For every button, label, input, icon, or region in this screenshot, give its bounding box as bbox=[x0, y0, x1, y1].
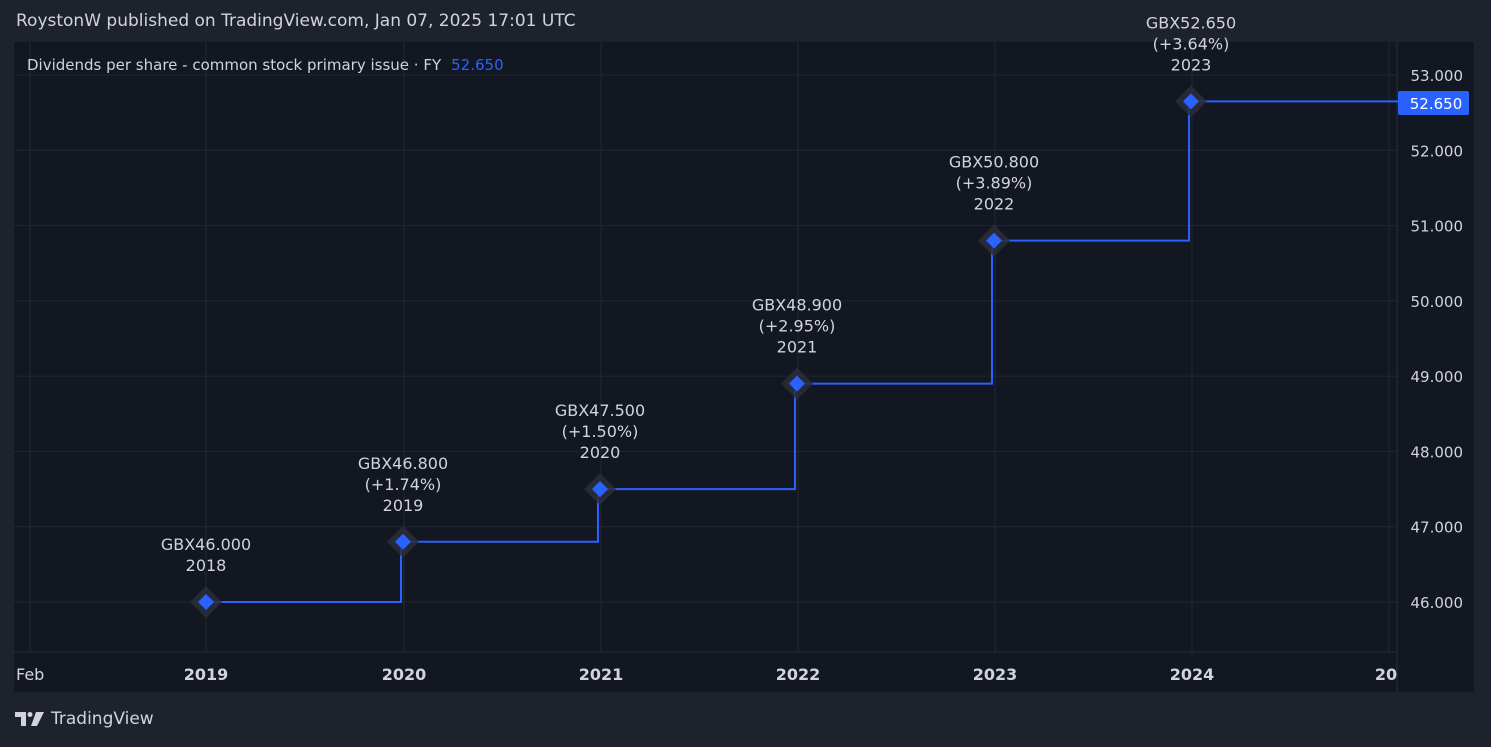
tradingview-branding[interactable]: TradingView bbox=[15, 709, 154, 729]
plot-area bbox=[14, 42, 1474, 692]
data-label-text: 2022 bbox=[974, 195, 1015, 214]
last-value-label: 52.650 bbox=[1398, 91, 1469, 115]
y-tick-label: 53.000 bbox=[1411, 67, 1464, 85]
x-tick-label: 20 bbox=[1375, 665, 1397, 684]
y-tick-label: 48.000 bbox=[1411, 443, 1464, 461]
legend: Dividends per share - common stock prima… bbox=[27, 56, 504, 74]
data-label-text: (+2.95%) bbox=[759, 317, 836, 336]
data-label-text: 2018 bbox=[186, 556, 227, 575]
publisher-line: RoystonW published on TradingView.com, J… bbox=[16, 11, 576, 31]
x-tick-label: 2022 bbox=[776, 665, 821, 684]
data-label-text: GBX47.500 bbox=[555, 401, 645, 420]
svg-text:52.650: 52.650 bbox=[1410, 95, 1463, 113]
data-point[interactable] bbox=[789, 375, 805, 392]
data-label-text: (+1.74%) bbox=[365, 475, 442, 494]
data-label-text: 2020 bbox=[580, 443, 621, 462]
data-point[interactable] bbox=[198, 594, 214, 610]
data-label-text: GBX48.900 bbox=[752, 296, 842, 315]
y-tick-label: 47.000 bbox=[1411, 519, 1464, 537]
tradingview-logo-icon bbox=[15, 710, 45, 728]
data-point[interactable] bbox=[1183, 93, 1199, 110]
data-label-text: (+3.64%) bbox=[1153, 34, 1230, 53]
x-tick-label: 2020 bbox=[382, 665, 427, 684]
data-label-text: GBX46.000 bbox=[161, 535, 251, 554]
data-label-text: (+1.50%) bbox=[562, 422, 639, 441]
y-tick-label: 49.000 bbox=[1411, 368, 1464, 386]
x-tick-label: 2019 bbox=[184, 665, 229, 684]
data-label-text: GBX46.800 bbox=[358, 454, 448, 473]
data-label-text: 2019 bbox=[383, 496, 424, 515]
x-axis[interactable]: Feb 2019 2020 2021 2022 2023 2024 20 bbox=[16, 665, 1397, 684]
data-label-text: (+3.89%) bbox=[956, 174, 1033, 193]
legend-title: Dividends per share - common stock prima… bbox=[27, 56, 442, 74]
y-tick-label: 52.000 bbox=[1411, 142, 1464, 160]
data-label-text: GBX50.800 bbox=[949, 153, 1039, 172]
x-tick-label: 2021 bbox=[579, 665, 624, 684]
data-label-text: 2023 bbox=[1171, 55, 1212, 74]
legend-value: 52.650 bbox=[451, 56, 504, 74]
y-tick-label: 46.000 bbox=[1411, 594, 1464, 612]
y-tick-label: 50.000 bbox=[1411, 293, 1464, 311]
data-points bbox=[190, 85, 1207, 618]
data-point[interactable] bbox=[592, 481, 608, 498]
y-tick-label: 51.000 bbox=[1411, 218, 1464, 236]
x-tick-label: Feb bbox=[16, 665, 44, 684]
data-point[interactable] bbox=[986, 232, 1002, 249]
data-label-text: GBX52.650 bbox=[1146, 13, 1236, 32]
data-labels: GBX46.000 2018 GBX46.800 (+1.74%) 2019 GBX47.… bbox=[161, 13, 1236, 575]
x-tick-label: 2023 bbox=[973, 665, 1018, 684]
data-point[interactable] bbox=[395, 533, 411, 550]
y-axis[interactable]: 53.000 52.000 51.000 50.000 49.000 48.000 47.0… bbox=[1411, 67, 1464, 612]
data-label-text: 2021 bbox=[777, 338, 818, 357]
x-tick-label: 2024 bbox=[1170, 665, 1215, 684]
tradingview-brand-name: TradingView bbox=[51, 709, 154, 729]
